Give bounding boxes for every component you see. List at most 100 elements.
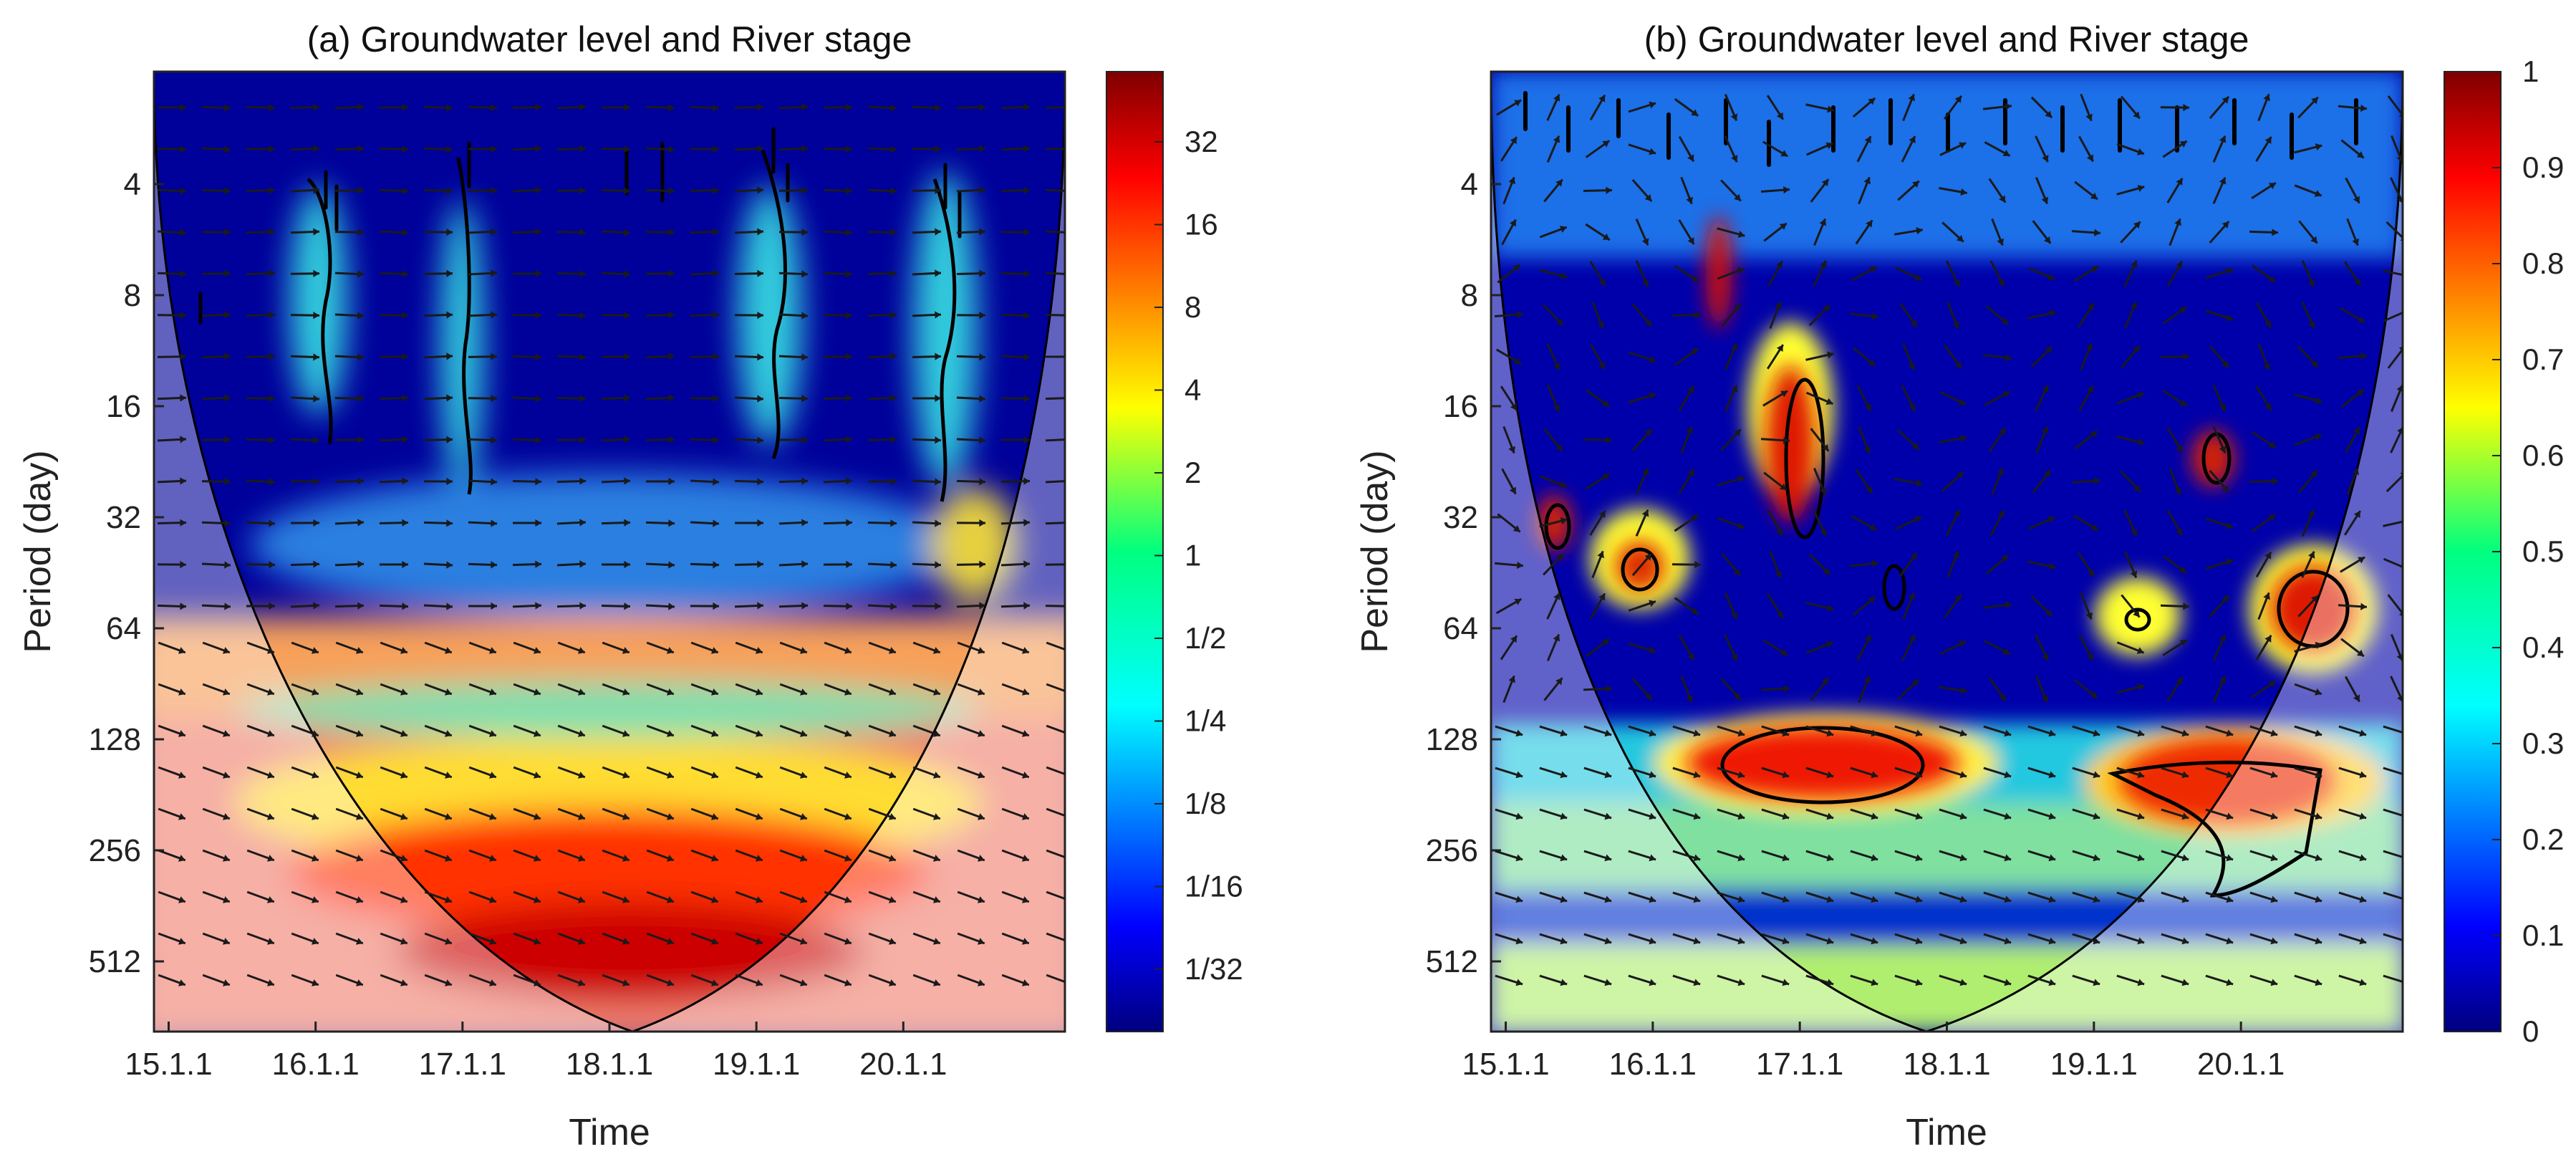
phase-arrow-head — [1641, 509, 1649, 517]
phase-arrow-head — [269, 352, 275, 360]
panel-b-ticks: 15.1.1 16.1.1 17.1.1 18.1.1 19.1.1 20.1.1 4 8 16… — [1426, 167, 2285, 1082]
phase-arrow-head — [488, 979, 496, 986]
panel-a-colorbar-ticks: 32 16 8 4 2 1 1/2 1/4 1/8 1/16 1/32 — [1154, 125, 1243, 986]
phase-arrow-head — [1952, 321, 1960, 329]
phase-arrow-head — [446, 187, 453, 195]
phase-arrow-head — [757, 353, 763, 361]
phase-arrow-head — [710, 772, 718, 779]
panel-a-xlabel: Time — [569, 1112, 650, 1153]
colorbar-tick-label: 1/2 — [1185, 621, 1226, 655]
phase-arrow-head — [622, 647, 629, 654]
phase-arrow-head — [535, 436, 541, 444]
phase-arrow-head — [1871, 979, 1878, 986]
phase-arrow-head — [1649, 812, 1656, 820]
phase-arrow-head — [2226, 895, 2234, 903]
phase-arrow-head — [1915, 979, 1923, 986]
panel-a-title: (a) Groundwater level and River stage — [307, 19, 912, 59]
phase-arrow-head — [2315, 729, 2322, 737]
phase-arrow-head — [1954, 361, 1962, 369]
phase-arrow-head — [2137, 438, 2145, 446]
phase-arrow-head — [979, 436, 985, 444]
phase-arrow-head — [2263, 362, 2270, 370]
phase-arrow-head — [266, 938, 274, 945]
phase-arrow-head — [1826, 854, 1834, 862]
phase-arrow — [2383, 808, 2403, 817]
phase-arrow-head — [1871, 559, 1878, 567]
phase-arrow-head — [801, 602, 808, 610]
phase-arrow-head — [1021, 688, 1029, 696]
phase-arrow-head — [979, 269, 985, 277]
phase-arrow-head — [755, 855, 763, 862]
phase-arrow-head — [801, 436, 808, 444]
phase-arrow-head — [1553, 362, 1560, 370]
phase-arrow-head — [801, 395, 808, 403]
phase-arrow-head — [2310, 470, 2317, 478]
phase-arrow-head — [1823, 304, 1830, 312]
phase-arrow-head — [757, 145, 763, 153]
phase-arrow-head — [1693, 979, 1701, 986]
phase-arrow-head — [1864, 635, 1871, 643]
phase-arrow-head — [890, 269, 897, 278]
phase-arrow-head — [357, 477, 364, 485]
phase-arrow-head — [357, 560, 364, 568]
phase-arrow-head — [2131, 260, 2138, 268]
phase-arrow-head — [932, 896, 940, 903]
phase-arrow-head — [1909, 403, 1916, 411]
phase-arrow-head — [444, 855, 452, 862]
phase-arrow-head — [890, 187, 897, 195]
phase-arrow-head — [1066, 979, 1074, 986]
phase-arrow-head — [1820, 260, 1827, 268]
phase-arrow-head — [2181, 937, 2189, 945]
phase-arrow-head — [801, 145, 808, 153]
phase-arrow-head — [1826, 604, 1834, 612]
phase-arrow-head — [846, 103, 852, 112]
phase-arrow-head — [1023, 228, 1030, 236]
panel-a-ylabel: Period (day) — [17, 450, 59, 653]
phase-arrow-head — [266, 730, 274, 737]
phase-arrow-head — [1864, 403, 1871, 411]
phase-arrow-head — [1560, 895, 1568, 903]
phase-arrow-head — [1514, 598, 1522, 605]
x-tick-label: 16.1.1 — [272, 1047, 360, 1082]
phase-arrow-head — [1513, 525, 1520, 532]
phase-arrow-head — [1959, 771, 1967, 779]
phase-arrow-head — [1783, 685, 1790, 693]
phase-arrow-head — [888, 896, 896, 903]
phase-arrow-head — [579, 519, 586, 527]
phase-arrow-head — [888, 938, 896, 945]
phase-arrow-head — [178, 855, 185, 862]
phase-arrow-head — [1737, 854, 1745, 862]
panel-b-colorbar — [2444, 71, 2502, 1032]
phase-arrow-head — [224, 602, 231, 610]
phase-arrow-head — [2048, 729, 2056, 737]
y-tick-label: 8 — [124, 278, 141, 313]
phase-arrow-head — [1556, 318, 1563, 326]
phase-arrow-head — [755, 647, 763, 654]
phase-arrow-head — [1827, 351, 1834, 359]
phase-arrow-head — [1826, 937, 1834, 945]
panel-b-title: (b) Groundwater level and River stage — [1644, 19, 2249, 59]
phase-arrow-head — [579, 103, 586, 111]
phase-arrow-head — [180, 394, 186, 402]
phase-arrow-head — [890, 352, 897, 360]
phase-arrow-head — [1775, 570, 1782, 578]
phase-arrow-head — [1023, 560, 1030, 568]
phase-arrow-head — [1782, 812, 1790, 820]
phase-arrow-head — [1691, 348, 1699, 355]
phase-arrow-head — [2048, 895, 2056, 903]
phase-arrow-head — [2090, 431, 2098, 438]
phase-arrow-head — [1691, 607, 1699, 615]
phase-arrow-head — [757, 478, 763, 486]
phase-arrow-head — [622, 938, 629, 945]
phase-arrow-head — [1598, 593, 1606, 601]
phase-arrow-head — [2048, 937, 2056, 945]
phase-arrow-head — [2137, 812, 2145, 820]
phase-arrow-head — [1693, 854, 1701, 862]
phase-arrow-head — [533, 688, 541, 696]
phase-arrow-head — [757, 560, 763, 568]
phase-arrow-head — [1649, 148, 1656, 155]
phase-arrow-head — [180, 103, 186, 112]
phase-arrow-head — [357, 229, 364, 236]
phase-arrow-head — [400, 979, 407, 986]
phase-arrow-head — [1604, 895, 1612, 903]
